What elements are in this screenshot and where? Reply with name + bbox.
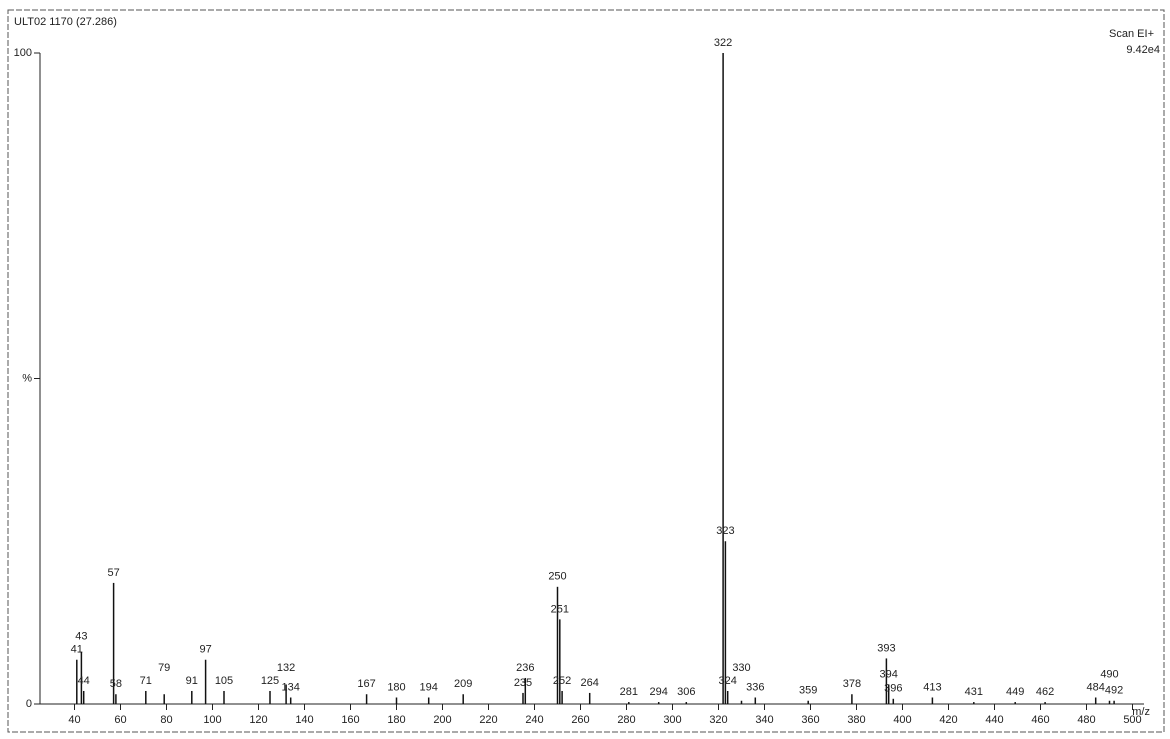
peak-label: 125 — [261, 675, 279, 687]
y-tick-label: % — [22, 372, 32, 384]
peak-label: 264 — [581, 677, 599, 689]
peak-label: 359 — [799, 685, 817, 697]
peak-label: 71 — [140, 675, 152, 687]
peak-label: 394 — [880, 668, 898, 680]
peak-label: 336 — [746, 681, 764, 693]
peak-label: 57 — [107, 567, 119, 579]
y-tick-label: 0 — [26, 698, 32, 710]
peak-label: 393 — [877, 642, 895, 654]
peak-label: 235 — [514, 677, 532, 689]
x-tick-label: 160 — [341, 714, 359, 726]
peak-label: 236 — [516, 662, 534, 674]
peak-label: 294 — [650, 686, 668, 698]
x-tick-label: 380 — [847, 714, 865, 726]
scan-mode: Scan EI+ — [1109, 28, 1154, 40]
x-tick-label: 300 — [663, 714, 681, 726]
peak-label: 323 — [716, 525, 734, 537]
x-tick-label: 340 — [755, 714, 773, 726]
intensity: 9.42e4 — [1126, 44, 1160, 56]
peak-label: 79 — [158, 662, 170, 674]
x-tick-label: 360 — [801, 714, 819, 726]
x-tick-label: 140 — [295, 714, 313, 726]
x-tick-label: 180 — [387, 714, 405, 726]
peak-label: 41 — [71, 644, 83, 656]
peak-label: 132 — [277, 662, 295, 674]
x-tick-label: 40 — [68, 714, 80, 726]
peak-label: 396 — [884, 683, 902, 695]
x-tick-label: 100 — [203, 714, 221, 726]
peak-label: 431 — [965, 686, 983, 698]
peak-label: 250 — [548, 571, 566, 583]
peak-label: 91 — [186, 675, 198, 687]
x-axis-label: m/z — [1132, 706, 1150, 718]
x-tick-label: 240 — [525, 714, 543, 726]
x-tick-label: 220 — [479, 714, 497, 726]
peak-label: 58 — [110, 678, 122, 690]
peak-label: 306 — [677, 686, 695, 698]
peak-label: 252 — [553, 675, 571, 687]
x-tick-label: 260 — [571, 714, 589, 726]
x-tick-label: 400 — [893, 714, 911, 726]
peak-label: 281 — [620, 686, 638, 698]
peak-label: 449 — [1006, 686, 1024, 698]
x-tick-label: 60 — [114, 714, 126, 726]
chart-title: ULT02 1170 (27.286) — [14, 16, 117, 28]
peak-label: 324 — [719, 675, 737, 687]
x-tick-label: 120 — [249, 714, 267, 726]
x-tick-label: 460 — [1031, 714, 1049, 726]
peak-label: 194 — [420, 681, 438, 693]
x-tick-label: 480 — [1077, 714, 1095, 726]
peak-label: 43 — [75, 631, 87, 643]
peak-label: 180 — [387, 681, 405, 693]
x-tick-label: 420 — [939, 714, 957, 726]
peak-label: 251 — [551, 603, 569, 615]
peak-label: 322 — [714, 37, 732, 49]
y-tick-label: 100 — [14, 47, 32, 59]
peak-label: 97 — [199, 644, 211, 656]
x-tick-label: 280 — [617, 714, 635, 726]
x-tick-label: 500 — [1123, 714, 1141, 726]
x-tick-label: 440 — [985, 714, 1003, 726]
x-tick-label: 320 — [709, 714, 727, 726]
peak-label: 492 — [1105, 685, 1123, 697]
peak-label: 105 — [215, 675, 233, 687]
peak-label: 490 — [1100, 668, 1118, 680]
peak-label: 44 — [78, 675, 90, 687]
peak-label: 378 — [843, 678, 861, 690]
x-tick-label: 200 — [433, 714, 451, 726]
x-tick-label: 80 — [160, 714, 172, 726]
frame — [7, 9, 1165, 733]
peak-label: 167 — [357, 678, 375, 690]
peak-label: 209 — [454, 678, 472, 690]
peak-label: 484 — [1087, 681, 1105, 693]
peak-label: 330 — [732, 662, 750, 674]
peak-label: 462 — [1036, 686, 1054, 698]
peak-label: 134 — [282, 681, 300, 693]
peak-label: 413 — [923, 681, 941, 693]
